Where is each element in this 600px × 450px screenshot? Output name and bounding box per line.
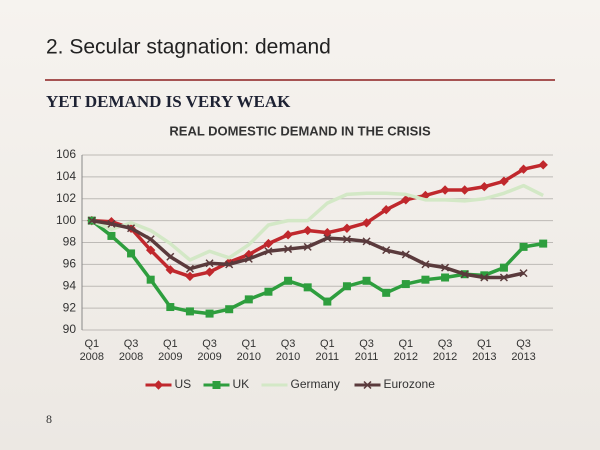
marker: [127, 249, 136, 258]
page-number: 8: [46, 412, 52, 426]
x-tick-label: Q1 2010: [236, 338, 262, 363]
marker: [362, 276, 371, 285]
marker: [225, 305, 234, 314]
marker: [519, 269, 528, 278]
marker: [166, 303, 175, 312]
marker: [440, 185, 450, 195]
y-tick-label: 94: [63, 278, 77, 292]
y-tick-label: 96: [63, 257, 77, 271]
marker: [342, 223, 352, 233]
marker: [479, 182, 490, 192]
legend-label: UK: [233, 377, 250, 391]
marker: [165, 265, 176, 275]
legend-label: Germany: [291, 377, 340, 391]
marker: [323, 234, 332, 243]
marker: [205, 259, 214, 268]
marker: [342, 282, 351, 291]
marker: [401, 195, 411, 205]
marker: [212, 381, 221, 389]
marker: [284, 245, 293, 254]
marker: [303, 283, 312, 292]
marker: [499, 273, 508, 282]
marker: [499, 263, 508, 272]
marker: [363, 380, 372, 390]
x-tick-label: Q3 2012: [432, 338, 458, 363]
y-tick-label: 92: [63, 300, 77, 314]
y-tick-label: 104: [56, 169, 76, 183]
marker: [225, 260, 234, 269]
marker: [538, 160, 548, 170]
marker: [480, 271, 489, 280]
marker: [153, 380, 164, 390]
marker: [146, 235, 155, 244]
marker: [107, 219, 116, 228]
marker: [381, 204, 391, 215]
marker: [107, 231, 116, 240]
y-tick-label: 90: [63, 322, 77, 336]
marker: [459, 185, 470, 195]
marker: [539, 239, 548, 248]
marker: [382, 288, 391, 297]
marker: [401, 280, 410, 289]
marker: [87, 216, 96, 225]
marker: [185, 264, 194, 273]
subtitle: YET DEMAND IS VERY WEAK: [46, 92, 291, 111]
marker: [145, 245, 156, 255]
legend-label: Eurozone: [384, 377, 436, 391]
x-tick-label: Q1 2011: [315, 338, 340, 363]
x-tick-label: Q1 2008: [79, 338, 105, 363]
marker: [146, 275, 155, 284]
x-tick-label: Q3 2010: [275, 338, 301, 363]
marker: [127, 224, 136, 233]
marker: [401, 250, 410, 259]
marker: [421, 275, 430, 284]
marker: [263, 238, 274, 249]
marker: [362, 237, 371, 246]
marker: [382, 246, 391, 255]
marker: [244, 295, 253, 304]
marker: [205, 309, 214, 318]
y-tick-label: 102: [56, 191, 76, 205]
marker: [302, 225, 313, 236]
marker: [441, 263, 450, 272]
marker: [519, 242, 528, 251]
x-tick-label: Q1 2009: [158, 338, 183, 363]
chart-title: REAL DOMESTIC DEMAND IN THE CRISIS: [169, 123, 431, 138]
marker: [441, 273, 450, 282]
marker: [361, 218, 372, 228]
slide-title: 2. Secular stagnation: demand: [46, 36, 331, 59]
marker: [264, 247, 273, 256]
marker: [166, 252, 175, 261]
legend-label: US: [175, 377, 192, 391]
marker: [323, 297, 332, 306]
y-tick-label: 98: [63, 235, 77, 249]
marker: [284, 276, 293, 285]
marker: [421, 260, 430, 269]
x-tick-label: Q3 2009: [197, 338, 222, 363]
y-tick-label: 100: [56, 213, 76, 227]
marker: [283, 230, 293, 240]
marker: [264, 287, 273, 296]
marker: [244, 254, 253, 263]
marker: [204, 267, 215, 277]
marker: [185, 307, 194, 316]
x-tick-label: Q1 2013: [472, 338, 497, 363]
marker: [460, 270, 469, 279]
x-tick-label: Q1 2012: [393, 338, 419, 363]
x-tick-label: Q3 2011: [354, 338, 379, 363]
x-tick-label: Q3 2013: [511, 338, 536, 363]
marker: [518, 164, 529, 174]
y-tick-label: 106: [56, 147, 76, 161]
marker: [499, 176, 509, 186]
marker: [480, 273, 489, 282]
series-line: [91, 183, 544, 262]
marker: [303, 242, 312, 251]
marker: [342, 235, 351, 244]
x-tick-label: Q3 2008: [118, 338, 144, 363]
marker: [185, 271, 195, 282]
